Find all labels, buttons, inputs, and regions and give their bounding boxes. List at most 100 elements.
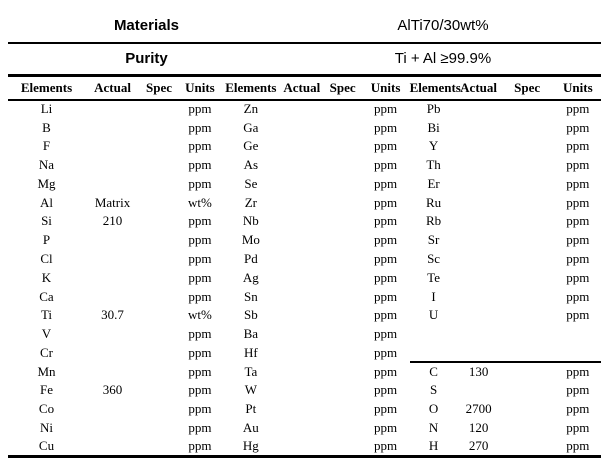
- spec-cell: [324, 268, 362, 287]
- spec-cell: [140, 118, 178, 137]
- element-cell: Zr: [244, 194, 257, 210]
- actual-cell: [458, 325, 500, 344]
- spec-cell: [500, 381, 555, 400]
- spec-cell: [140, 362, 178, 381]
- units-cell: wt%: [187, 194, 212, 210]
- actual-cell: [280, 118, 324, 137]
- element-cell: W: [244, 382, 257, 398]
- spec-cell: [140, 268, 178, 287]
- units-cell: ppm: [188, 213, 212, 229]
- units-cell: [555, 325, 601, 344]
- element-cell: Au: [242, 419, 259, 435]
- purity-value: Ti + Al ≥99.9%: [284, 43, 601, 77]
- spec-cell: [500, 212, 555, 231]
- element-cell: Sc: [427, 251, 441, 266]
- actual-cell: [458, 175, 500, 194]
- units-cell: ppm: [566, 401, 590, 417]
- units-cell: ppm: [374, 437, 398, 453]
- spec-cell: [324, 419, 362, 438]
- actual-cell: [458, 118, 500, 137]
- units-cell: ppm: [374, 344, 398, 360]
- element-cell: S: [429, 382, 438, 398]
- table-row: Co ppm Pt ppm O 2700 ppm: [8, 400, 601, 419]
- units-cell: ppm: [374, 307, 398, 323]
- units-cell: ppm: [566, 269, 590, 285]
- element-cell: Hf: [243, 344, 258, 360]
- actual-cell: [458, 250, 500, 269]
- actual-cell: [280, 268, 324, 287]
- actual-cell: [280, 381, 324, 400]
- spec-cell: [140, 137, 178, 156]
- actual-cell: [280, 419, 324, 438]
- element-cell: Ga: [243, 119, 259, 135]
- spec-cell: [500, 118, 555, 137]
- element-cell: U: [428, 307, 439, 323]
- spec-cell: [500, 343, 555, 362]
- units-cell: ppm: [188, 138, 212, 154]
- spec-cell: [500, 156, 555, 175]
- spec-cell: [324, 343, 362, 362]
- element-cell: Cr: [40, 344, 53, 360]
- actual-cell: 270: [468, 437, 489, 453]
- units-cell: ppm: [188, 232, 212, 248]
- units-cell: ppm: [566, 419, 590, 435]
- actual-cell: [280, 306, 324, 325]
- spec-cell: [324, 231, 362, 250]
- column-header-row: Elements Actual Spec Units Elements Actual Spe…: [8, 76, 601, 101]
- actual-cell: [85, 231, 140, 250]
- actual-cell: [85, 137, 140, 156]
- element-cell: Pb: [426, 101, 441, 117]
- actual-cell: [85, 156, 140, 175]
- element-cell: Ti: [40, 307, 53, 323]
- spec-cell: [500, 268, 555, 287]
- units-cell: ppm: [554, 361, 601, 381]
- actual-cell: [280, 287, 324, 306]
- units-cell: ppm: [566, 382, 590, 398]
- spec-cell: [324, 381, 362, 400]
- spec-cell: [500, 306, 555, 325]
- element-cell: As: [243, 157, 259, 173]
- column-header-units-g2: Units: [361, 76, 410, 101]
- actual-cell: [280, 175, 324, 194]
- actual-cell: [85, 175, 140, 194]
- units-cell: ppm: [566, 101, 590, 117]
- units-cell: ppm: [374, 175, 398, 191]
- column-header-units-g1: Units: [178, 76, 222, 101]
- spec-cell: [500, 325, 555, 344]
- spec-cell: [140, 343, 178, 362]
- units-cell: ppm: [188, 175, 212, 191]
- actual-cell: 2700: [465, 401, 492, 417]
- spec-cell: [324, 100, 362, 119]
- actual-cell: [85, 343, 140, 362]
- units-cell: ppm: [188, 288, 212, 304]
- element-cell: Al: [40, 194, 53, 210]
- units-cell: ppm: [188, 269, 212, 285]
- units-cell: ppm: [566, 307, 590, 323]
- element-cell: Hg: [242, 437, 259, 453]
- element-cell: Sr: [427, 232, 440, 248]
- element-cell: H: [428, 437, 439, 453]
- actual-cell: [280, 212, 324, 231]
- spec-cell: [324, 437, 362, 456]
- units-cell: ppm: [188, 344, 212, 360]
- spec-cell: [500, 175, 555, 194]
- column-header-spec-g2: Spec: [323, 76, 362, 101]
- table-row: Mg ppm Se ppm Er ppm: [8, 175, 601, 194]
- actual-cell: [85, 100, 140, 119]
- actual-cell: 120: [468, 419, 489, 435]
- actual-cell: [85, 325, 140, 344]
- spec-cell: [140, 306, 178, 325]
- element-cell: Cl: [40, 251, 53, 266]
- column-header-units-g3: Units: [554, 76, 601, 101]
- units-cell: [555, 343, 601, 362]
- actual-cell: [458, 231, 500, 250]
- element-cell: Sb: [243, 307, 258, 323]
- table-row: Mn ppm Ta ppm C 130 ppm: [8, 361, 601, 381]
- column-header-spec-g3: Spec: [499, 76, 555, 101]
- spec-cell: [140, 212, 178, 231]
- units-cell: ppm: [188, 119, 212, 135]
